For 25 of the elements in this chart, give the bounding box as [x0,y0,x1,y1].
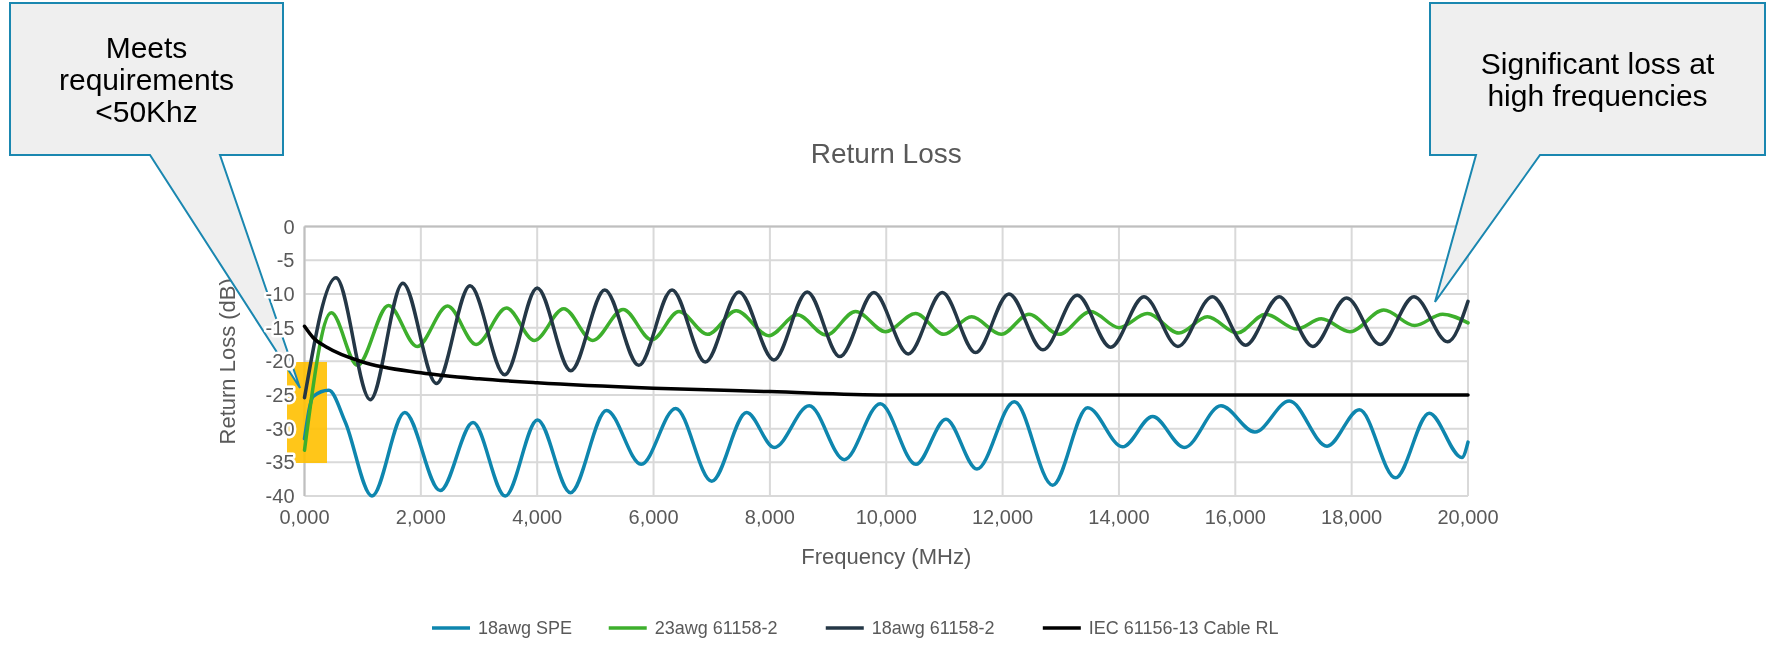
x-axis-title: Frequency (MHz) [801,544,972,569]
chart-title: Return Loss [810,138,962,169]
legend-label: 18awg SPE [478,618,573,638]
legend-label: 23awg 61158-2 [654,618,778,638]
line-series [302,276,1470,402]
x-tick-label: 10,000 [855,506,917,528]
legend-label: 18awg 61158-2 [871,618,995,638]
line-series [302,324,1470,397]
x-tick-label: 12,000 [972,506,1034,528]
legend-label: IEC 61156-13 Cable RL [1088,618,1279,638]
text: Significant loss at high frequencies [1480,46,1715,112]
x-tick-label: 16,000 [1204,506,1266,528]
y-tick-label: 0 [283,215,295,238]
x-tick-label: 20,000 [1437,506,1499,528]
y-tick-label: -5 [276,249,295,272]
x-tick-label: 6,000 [628,506,679,528]
x-tick-label: 0,000 [279,506,330,528]
x-tick-label: 2,000 [395,506,446,528]
x-tick-label: 18,000 [1321,506,1383,528]
x-tick-label: 14,000 [1088,506,1150,528]
y-tick-label: -35 [265,451,295,474]
y-tick-label: -40 [265,485,295,507]
text: Meets requirements <50Khz [58,30,235,128]
x-tick-label: 8,000 [744,506,795,528]
x-tick-label: 4,000 [512,506,563,528]
